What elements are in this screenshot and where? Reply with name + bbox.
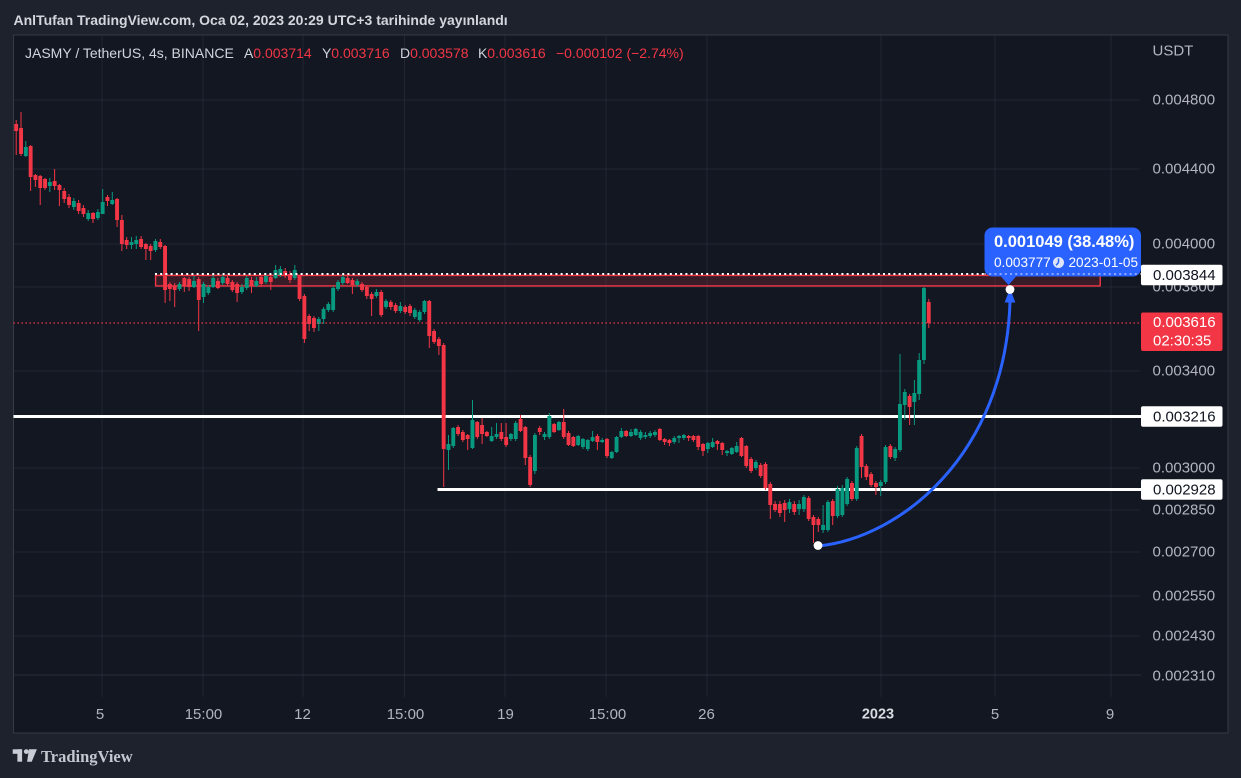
svg-text:26: 26 xyxy=(698,706,715,723)
svg-text:0.002430: 0.002430 xyxy=(1153,628,1216,645)
svg-text:0.002928: 0.002928 xyxy=(1153,482,1216,499)
svg-text:0.003000: 0.003000 xyxy=(1153,460,1216,477)
svg-text:02:30:35: 02:30:35 xyxy=(1153,333,1211,350)
svg-text:D: D xyxy=(400,45,410,61)
svg-text:0.003844: 0.003844 xyxy=(1153,267,1216,284)
svg-text:0.003616: 0.003616 xyxy=(487,45,546,61)
svg-text:K: K xyxy=(478,45,488,61)
svg-text:9: 9 xyxy=(1106,706,1114,723)
svg-text:−0.000102 (−2.74%): −0.000102 (−2.74%) xyxy=(556,45,684,61)
svg-text:0.002310: 0.002310 xyxy=(1153,668,1216,685)
svg-text:0.002700: 0.002700 xyxy=(1153,544,1216,561)
svg-text:0.003714: 0.003714 xyxy=(253,45,312,61)
svg-text:5: 5 xyxy=(991,706,999,723)
svg-text:AnlTufan TradingView.com, Oca: AnlTufan TradingView.com, Oca 02, 2023 2… xyxy=(14,12,508,28)
svg-text:0.002550: 0.002550 xyxy=(1153,588,1216,605)
svg-text:0.004400: 0.004400 xyxy=(1153,161,1216,178)
svg-text:JASMY / TetherUS, 4s, BINANCE: JASMY / TetherUS, 4s, BINANCE xyxy=(25,45,234,61)
svg-text:2023-01-05: 2023-01-05 xyxy=(1069,255,1139,270)
svg-text:0.003400: 0.003400 xyxy=(1153,363,1216,380)
svg-text:0.001049 (38.48%): 0.001049 (38.48%) xyxy=(994,233,1134,251)
svg-text:5: 5 xyxy=(96,706,104,723)
svg-text:2023: 2023 xyxy=(862,707,894,723)
svg-text:Y: Y xyxy=(322,45,332,61)
svg-text:0.004000: 0.004000 xyxy=(1153,236,1216,253)
svg-text:0.003777: 0.003777 xyxy=(994,255,1051,270)
svg-text:15:00: 15:00 xyxy=(185,706,223,723)
svg-text:19: 19 xyxy=(497,706,514,723)
svg-text:0.003716: 0.003716 xyxy=(331,45,390,61)
svg-text:0.003216: 0.003216 xyxy=(1153,409,1216,426)
svg-text:USDT: USDT xyxy=(1153,43,1194,60)
svg-text:0.002850: 0.002850 xyxy=(1153,502,1216,519)
svg-text:A: A xyxy=(244,45,254,61)
svg-text:TradingView: TradingView xyxy=(41,747,133,766)
svg-text:0.003578: 0.003578 xyxy=(410,45,469,61)
svg-text:15:00: 15:00 xyxy=(387,706,425,723)
svg-text:0.004800: 0.004800 xyxy=(1153,92,1216,109)
svg-text:12: 12 xyxy=(294,706,311,723)
svg-text:15:00: 15:00 xyxy=(589,706,627,723)
svg-text:0.003616: 0.003616 xyxy=(1153,314,1216,331)
